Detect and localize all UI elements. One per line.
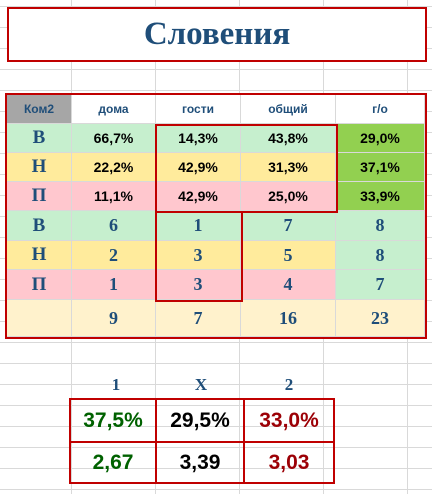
odds-coef-x[interactable]: 3,39 <box>157 443 245 482</box>
pct-draw-home[interactable]: 22,2% <box>72 153 156 182</box>
title-box: Словения <box>7 7 427 62</box>
row-label-draw-count[interactable]: Н <box>7 241 72 270</box>
total-yearly[interactable]: 23 <box>336 300 425 337</box>
odds-header-2: 2 <box>284 375 294 394</box>
header-cell-home[interactable]: дома <box>72 95 156 124</box>
pct-loss-away[interactable]: 42,9% <box>156 182 241 211</box>
count-draw-total[interactable]: 5 <box>241 241 336 270</box>
count-win-home[interactable]: 6 <box>72 211 156 241</box>
row-label-loss-count[interactable]: П <box>7 270 72 300</box>
count-win-yearly[interactable]: 8 <box>336 211 425 241</box>
count-draw-away[interactable]: 3 <box>156 241 241 270</box>
odds-header-1: 1 <box>111 375 121 394</box>
odds-percent-2[interactable]: 33,0% <box>245 400 333 443</box>
count-loss-yearly[interactable]: 7 <box>336 270 425 300</box>
pct-draw-yearly[interactable]: 37,1% <box>336 153 425 182</box>
count-win-away[interactable]: 1 <box>156 211 241 241</box>
row-label-win[interactable]: В <box>7 124 72 153</box>
header-cell-away[interactable]: гости <box>156 95 241 124</box>
pct-win-total[interactable]: 43,8% <box>241 124 336 153</box>
pct-win-home[interactable]: 66,7% <box>72 124 156 153</box>
total-away[interactable]: 7 <box>156 300 241 337</box>
pct-win-yearly[interactable]: 29,0% <box>336 124 425 153</box>
pct-loss-total[interactable]: 25,0% <box>241 182 336 211</box>
odds-coef-1[interactable]: 2,67 <box>71 443 157 482</box>
row-label-loss[interactable]: П <box>7 182 72 211</box>
pct-loss-home[interactable]: 11,1% <box>72 182 156 211</box>
stats-table: Ком2 дома гости общий г/о В 66,7% 14,3% … <box>5 93 427 339</box>
count-loss-total[interactable]: 4 <box>241 270 336 300</box>
header-cell-team[interactable]: Ком2 <box>7 95 72 124</box>
count-loss-home[interactable]: 1 <box>72 270 156 300</box>
count-draw-yearly[interactable]: 8 <box>336 241 425 270</box>
pct-draw-total[interactable]: 31,3% <box>241 153 336 182</box>
total-total[interactable]: 16 <box>241 300 336 337</box>
odds-percent-x[interactable]: 29,5% <box>157 400 245 443</box>
page-title: Словения <box>143 16 291 52</box>
odds-header-x: X <box>194 375 208 394</box>
header-cell-yearly[interactable]: г/о <box>336 95 425 124</box>
row-label-win-count[interactable]: В <box>7 211 72 241</box>
pct-draw-away[interactable]: 42,9% <box>156 153 241 182</box>
count-win-total[interactable]: 7 <box>241 211 336 241</box>
pct-win-away[interactable]: 14,3% <box>156 124 241 153</box>
odds-percent-1[interactable]: 37,5% <box>71 400 157 443</box>
pct-loss-yearly[interactable]: 33,9% <box>336 182 425 211</box>
row-label-draw[interactable]: Н <box>7 153 72 182</box>
odds-table: 37,5% 29,5% 33,0% 2,67 3,39 3,03 <box>69 398 335 484</box>
header-cell-total[interactable]: общий <box>241 95 336 124</box>
total-home[interactable]: 9 <box>72 300 156 337</box>
count-draw-home[interactable]: 2 <box>72 241 156 270</box>
totals-empty-cell[interactable] <box>7 300 72 337</box>
odds-coef-2[interactable]: 3,03 <box>268 450 310 474</box>
count-loss-away[interactable]: 3 <box>156 270 241 300</box>
